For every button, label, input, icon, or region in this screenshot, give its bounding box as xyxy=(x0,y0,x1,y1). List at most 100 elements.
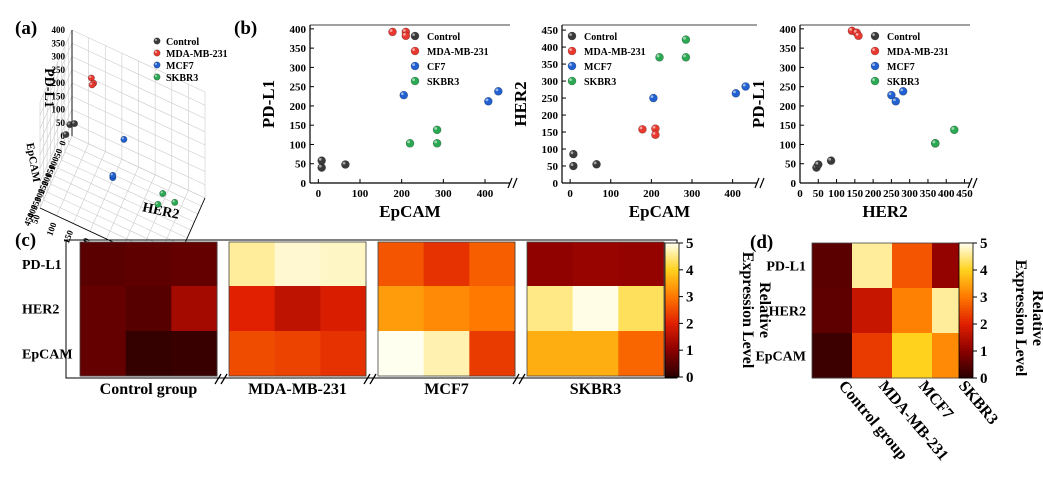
z-axis-title: PD-L1 xyxy=(41,68,56,108)
y-tick-label: 400 xyxy=(542,42,559,54)
legend-marker-mda-mb-231-highlight xyxy=(412,48,415,51)
heatmap-cell-control-group-epcam xyxy=(125,331,172,377)
panel-label-d: (d) xyxy=(750,232,773,253)
data-point-control xyxy=(569,149,578,159)
x-tick-label: 200 xyxy=(643,188,660,200)
colorbar-segment xyxy=(665,307,679,311)
panel-a-3d-scatter: 050100150200250300350400PD-L105010015020… xyxy=(22,25,228,291)
legend-label-control: Control xyxy=(427,32,460,43)
x-axis-title: EpCAM xyxy=(629,202,690,221)
group-label-mcf7: MCF7 xyxy=(424,381,468,398)
y-axis-title: PD-L1 xyxy=(259,80,278,128)
legend-marker-skbr3-highlight xyxy=(569,78,572,81)
heatmap-cell-control-group-her2 xyxy=(812,288,853,334)
data-point-control xyxy=(569,161,578,171)
data-point-mcf7-highlight xyxy=(892,98,896,102)
colorbar-segment xyxy=(959,305,973,309)
heatmap-cell-mda-mb-231-pd-l1 xyxy=(274,242,321,287)
x-tick-label: 450 xyxy=(956,188,973,200)
heatmap-cell-control-group-pd-l1 xyxy=(80,242,127,287)
data-point-control xyxy=(813,160,823,169)
legend-marker-control-highlight xyxy=(154,38,158,41)
y-tick-label: 150 xyxy=(542,127,559,139)
data-point-skbr3 xyxy=(681,52,691,62)
legend-marker-mcf7-highlight xyxy=(872,63,875,66)
x-tick-label: 400 xyxy=(938,188,955,200)
colorbar-segment xyxy=(665,296,679,300)
colorbar-segment xyxy=(665,280,679,284)
data-point-mda-mb-231-highlight xyxy=(639,126,643,130)
data-point-control-highlight xyxy=(318,157,322,161)
row-label-pd-l1: PD-L1 xyxy=(22,258,62,273)
colorbar-segment xyxy=(959,299,973,303)
legend-label-mcf7: MCF7 xyxy=(166,61,194,72)
legend-marker-mda-mb-231-highlight xyxy=(154,50,158,53)
data-point-skbr3-highlight xyxy=(172,200,175,203)
legend-label-mcf7: CF7 xyxy=(427,62,445,73)
heatmap-cell-control-group-epcam xyxy=(80,331,127,377)
colorbar-segment xyxy=(959,243,973,247)
panel-label-a: (a) xyxy=(15,18,37,39)
legend-marker-skbr3-highlight xyxy=(154,74,158,77)
data-point-skbr3 xyxy=(159,190,167,198)
heatmap-cell-skbr3-pd-l1 xyxy=(527,242,574,287)
y-tick-label: 300 xyxy=(33,187,47,204)
heatmap-cell-skbr3-epcam xyxy=(618,331,665,377)
colorbar-segment xyxy=(665,355,679,359)
heatmap-cell-mcf7-pd-l1 xyxy=(469,242,516,287)
legend-label-skbr3: SKBR3 xyxy=(427,77,459,88)
colorbar-segment xyxy=(665,272,679,276)
data-point-control xyxy=(62,131,70,139)
x-tick-label: 0 xyxy=(797,188,803,200)
colorbar-segment xyxy=(665,326,679,330)
y-tick-label: 350 xyxy=(290,43,307,55)
grid-line xyxy=(54,175,188,239)
colorbar-tick-label: 3 xyxy=(686,290,694,306)
heatmap-cell-mda-mb-231-her2 xyxy=(852,288,893,334)
y-tick-label: 400 xyxy=(290,24,307,36)
colorbar-tick-label: 0 xyxy=(980,371,988,387)
y-axis-title: HER2 xyxy=(511,81,530,126)
axis-break-mark xyxy=(363,373,371,385)
data-point-skbr3-highlight xyxy=(407,140,410,144)
colorbar-segment xyxy=(959,251,973,255)
data-point-mcf7 xyxy=(649,93,658,103)
colorbar-segment xyxy=(665,368,679,373)
colorbar-segment xyxy=(959,294,973,298)
heatmap-cell-control-group-pd-l1 xyxy=(125,242,172,287)
legend-marker-mcf7 xyxy=(410,61,420,71)
y-tick-label: 200 xyxy=(290,101,307,113)
legend-marker-control xyxy=(153,37,161,45)
y-tick-label: 50 xyxy=(52,147,65,159)
legend-marker-mcf7 xyxy=(870,61,880,71)
data-point-mcf7 xyxy=(891,97,901,106)
heatmap-cell-mda-mb-231-pd-l1 xyxy=(229,242,276,287)
colorbar-segment xyxy=(959,248,973,252)
grid-line xyxy=(89,159,123,232)
colorbar-segment xyxy=(959,283,973,287)
scatter-plot-b2: 0 50 100 150 200 250 300 350 400 450 0 100 200 300 400… xyxy=(511,24,765,221)
x-tick-label: 400 xyxy=(724,188,741,200)
x-tick-label: 50 xyxy=(813,188,825,200)
y-tick-label: 150 xyxy=(780,120,797,132)
data-point-mda-mb-231 xyxy=(88,81,96,89)
grid-line xyxy=(61,159,195,223)
colorbar-segment xyxy=(959,278,973,282)
z-tick-label: 300 xyxy=(52,52,66,62)
y-tick-label: 300 xyxy=(780,62,797,74)
colorbar-segment xyxy=(959,297,973,301)
data-point-skbr3-highlight xyxy=(155,202,158,205)
axis-break-mark xyxy=(967,177,973,189)
legend-label-skbr3: SKBR3 xyxy=(166,73,198,84)
heatmap-cell-mcf7-pd-l1 xyxy=(378,242,425,287)
colorbar-segment xyxy=(665,301,679,306)
axis-break-mark xyxy=(754,177,760,189)
data-point-skbr3 xyxy=(154,200,162,208)
colorbar-segment xyxy=(959,318,973,322)
colorbar-segment xyxy=(665,315,679,319)
row-label-pd-l1: PD-L1 xyxy=(766,260,806,275)
y-tick-label: 100 xyxy=(542,144,559,156)
legend-marker-mda-mb-231 xyxy=(567,46,577,56)
colorbar-segment xyxy=(665,342,679,346)
